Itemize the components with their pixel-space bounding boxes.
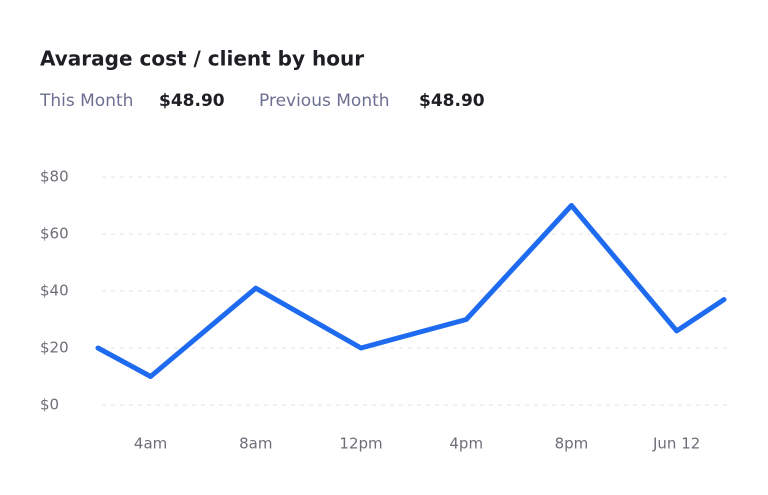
summary-value: $48.90 xyxy=(419,91,485,111)
summary-label: This Month xyxy=(39,91,133,111)
y-tick-label: $80 xyxy=(40,168,69,186)
x-tick-label: 4pm xyxy=(449,435,483,453)
x-tick-label: Jun 12 xyxy=(652,435,700,453)
x-tick-label: 12pm xyxy=(339,435,382,453)
summary-value: $48.90 xyxy=(159,91,225,111)
chart-title: Avarage cost / client by hour xyxy=(40,47,364,71)
y-tick-label: $0 xyxy=(40,396,59,414)
line xyxy=(95,203,727,379)
x-tick-label: 8am xyxy=(239,435,272,453)
y-tick-label: $20 xyxy=(40,339,69,357)
x-tick-label: 4am xyxy=(134,435,167,453)
y-tick-label: $40 xyxy=(40,282,69,300)
x-tick-label: 8pm xyxy=(555,435,589,453)
y-tick-label: $60 xyxy=(40,225,69,243)
summary-label: Previous Month xyxy=(259,91,390,111)
